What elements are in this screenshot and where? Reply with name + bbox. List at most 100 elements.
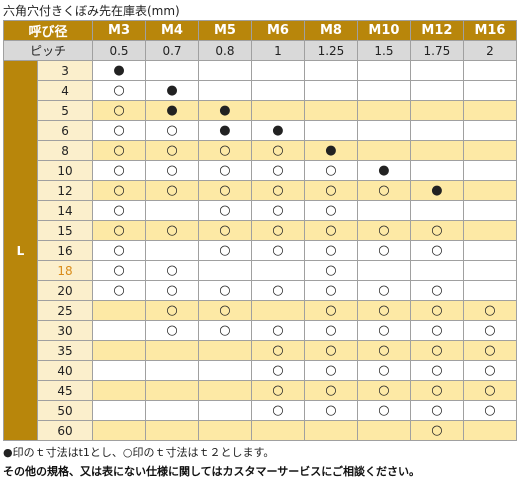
data-row: 60 ○ — [4, 420, 518, 441]
stock-cell — [356, 420, 411, 441]
stock-cell — [409, 60, 464, 81]
column-header: M3 — [92, 20, 146, 41]
stock-cell: ○ — [197, 180, 252, 201]
stock-cell: ○ — [409, 420, 464, 441]
stock-cell — [462, 80, 518, 101]
stock-cell: ○ — [92, 120, 146, 141]
data-row: 14 ○ ○ ○ ○ — [4, 200, 518, 221]
stock-cell — [145, 240, 199, 261]
stock-cell: ○ — [145, 280, 199, 301]
stock-cell — [145, 380, 199, 401]
header-label: 呼び径 — [2, 20, 94, 41]
stock-cell: ○ — [356, 360, 411, 381]
stock-cell: ● — [356, 160, 411, 181]
stock-table: 呼び径 M3 M4 M5 M6 M8 M10 M12 M16 ピッチ 0.5 0.7 0.8 1 1.25 1… — [2, 20, 518, 441]
length-value: 25 — [36, 300, 94, 321]
stock-cell: ○ — [303, 360, 358, 381]
stock-cell — [250, 80, 305, 101]
stock-cell: ○ — [409, 360, 464, 381]
stock-cell: ○ — [462, 380, 518, 401]
stock-cell: ○ — [92, 100, 146, 121]
stock-cell — [462, 200, 518, 221]
stock-cell — [145, 60, 199, 81]
length-value: 8 — [36, 140, 94, 161]
stock-cell: ○ — [197, 220, 252, 241]
stock-cell — [92, 380, 146, 401]
stock-cell: ○ — [92, 260, 146, 281]
stock-cell: ○ — [409, 320, 464, 341]
data-row: 35 ○ ○ ○ ○ ○ — [4, 340, 518, 361]
pitch-value: 0.7 — [145, 40, 199, 61]
pitch-value: 0.5 — [92, 40, 146, 61]
data-row: 25 ○ ○ ○ ○ ○ ○ — [4, 300, 518, 321]
stock-cell: ○ — [145, 320, 199, 341]
stock-cell — [462, 240, 518, 261]
pitch-value: 1.5 — [356, 40, 411, 61]
length-value: 10 — [36, 160, 94, 181]
stock-cell — [356, 200, 411, 221]
stock-cell: ○ — [197, 160, 252, 181]
stock-cell — [250, 300, 305, 321]
stock-cell: ○ — [92, 140, 146, 161]
stock-cell — [197, 360, 252, 381]
stock-cell: ○ — [356, 340, 411, 361]
length-value: 60 — [36, 420, 94, 441]
stock-cell: ○ — [303, 240, 358, 261]
header-row: 呼び径 M3 M4 M5 M6 M8 M10 M12 M16 — [2, 20, 518, 41]
stock-cell: ○ — [303, 300, 358, 321]
stock-cell: ○ — [356, 400, 411, 421]
stock-cell: ○ — [250, 320, 305, 341]
stock-cell — [197, 400, 252, 421]
stock-cell — [92, 340, 146, 361]
length-value: 30 — [36, 320, 94, 341]
stock-cell: ○ — [303, 180, 358, 201]
stock-cell — [92, 420, 146, 441]
stock-cell: ○ — [250, 160, 305, 181]
length-value: 18 — [36, 260, 94, 281]
stock-cell: ○ — [303, 280, 358, 301]
data-row: 12 ○ ○ ○ ○ ○ ○ ● — [4, 180, 518, 201]
data-row: 16 ○ ○ ○ ○ ○ ○ — [4, 240, 518, 261]
stock-cell: ○ — [462, 360, 518, 381]
length-value: 16 — [36, 240, 94, 261]
stock-cell — [462, 280, 518, 301]
stock-cell — [356, 120, 411, 141]
stock-cell: ○ — [92, 220, 146, 241]
stock-cell — [462, 180, 518, 201]
stock-cell: ○ — [145, 180, 199, 201]
stock-cell — [145, 400, 199, 421]
stock-cell — [409, 260, 464, 281]
stock-cell: ○ — [356, 220, 411, 241]
stock-cell — [462, 120, 518, 141]
stock-cell: ● — [92, 60, 146, 81]
stock-cell: ○ — [409, 380, 464, 401]
stock-cell — [409, 80, 464, 101]
stock-cell: ○ — [356, 240, 411, 261]
stock-cell: ○ — [462, 320, 518, 341]
length-value: 6 — [36, 120, 94, 141]
stock-cell: ○ — [145, 220, 199, 241]
stock-cell — [409, 160, 464, 181]
stock-cell — [197, 380, 252, 401]
stock-cell — [409, 200, 464, 221]
stock-cell — [409, 120, 464, 141]
stock-cell — [356, 60, 411, 81]
column-header: M10 — [356, 20, 411, 41]
stock-cell: ○ — [250, 140, 305, 161]
stock-cell — [145, 200, 199, 221]
stock-cell: ○ — [303, 400, 358, 421]
stock-cell: ○ — [462, 300, 518, 321]
stock-cell — [250, 420, 305, 441]
stock-cell: ○ — [250, 280, 305, 301]
stock-cell — [462, 220, 518, 241]
stock-cell: ○ — [356, 380, 411, 401]
data-row: 10 ○ ○ ○ ○ ○ ● — [4, 160, 518, 181]
stock-cell: ○ — [92, 240, 146, 261]
stock-cell: ○ — [145, 300, 199, 321]
length-value: 12 — [36, 180, 94, 201]
column-header: M16 — [462, 20, 518, 41]
stock-cell: ○ — [356, 300, 411, 321]
length-value: 45 — [36, 380, 94, 401]
stock-cell — [303, 100, 358, 121]
column-header: M8 — [303, 20, 358, 41]
